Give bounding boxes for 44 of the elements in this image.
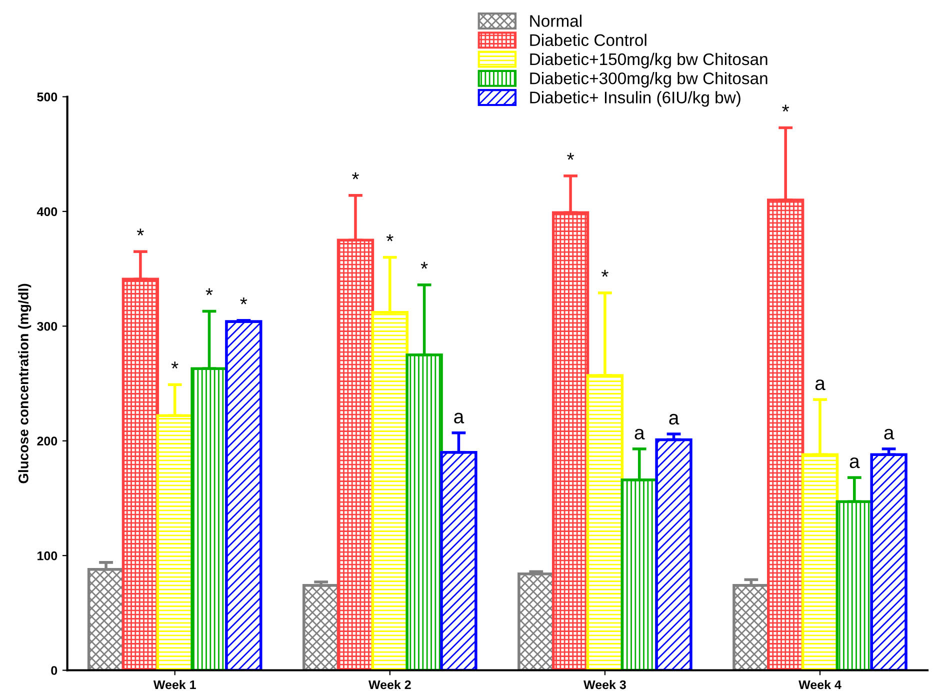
x-tick-label: Week 2 — [368, 680, 411, 690]
bar — [552, 211, 590, 670]
y-tick-label: 0 — [51, 666, 58, 675]
bar — [655, 438, 692, 670]
y-tick-label: 200 — [37, 436, 58, 446]
annotation: a — [669, 414, 680, 425]
annotation: a — [634, 428, 645, 440]
bar — [371, 310, 408, 670]
annotation: a — [884, 428, 894, 440]
annotation: * — [782, 104, 790, 112]
legend-label: Diabetic+300mg/kg bw Chitosan — [530, 72, 768, 88]
y-axis-title: Glucose concentration (mg/dl) — [18, 284, 32, 484]
y-tick-label: 400 — [36, 207, 58, 216]
bar — [440, 450, 478, 670]
y-tick-label: 300 — [37, 322, 58, 331]
bar — [225, 320, 262, 670]
annotation: * — [601, 270, 608, 277]
bar — [586, 374, 624, 670]
legend-label: Normal — [530, 14, 582, 27]
x-tick-label: Week 3 — [584, 680, 626, 690]
legend-label: Diabetic+ Insulin (6IU/kg bw) — [530, 91, 740, 107]
x-tick-label: Week 1 — [153, 680, 196, 690]
bar — [870, 453, 908, 670]
bar — [336, 238, 374, 670]
annotation: * — [206, 288, 213, 296]
legend-label: Diabetic Control — [530, 34, 646, 46]
annotation: * — [136, 228, 144, 236]
annotation: * — [171, 362, 178, 369]
annotation: * — [240, 297, 248, 304]
annotation: a — [815, 380, 826, 390]
y-tick-label: 100 — [38, 551, 58, 560]
annotation: a — [850, 458, 860, 468]
annotation: * — [567, 152, 574, 160]
x-tick-label: Week 4 — [798, 680, 842, 690]
legend-label: Diabetic+150mg/kg bw Chitosan — [530, 52, 768, 68]
annotation: * — [386, 234, 394, 242]
y-tick-label: 500 — [37, 92, 58, 102]
annotation: * — [420, 262, 428, 269]
bar — [801, 453, 839, 670]
annotation: a — [454, 412, 464, 424]
bar — [122, 278, 160, 670]
bar — [406, 353, 443, 670]
bar — [766, 198, 804, 670]
annotation: * — [352, 172, 359, 180]
